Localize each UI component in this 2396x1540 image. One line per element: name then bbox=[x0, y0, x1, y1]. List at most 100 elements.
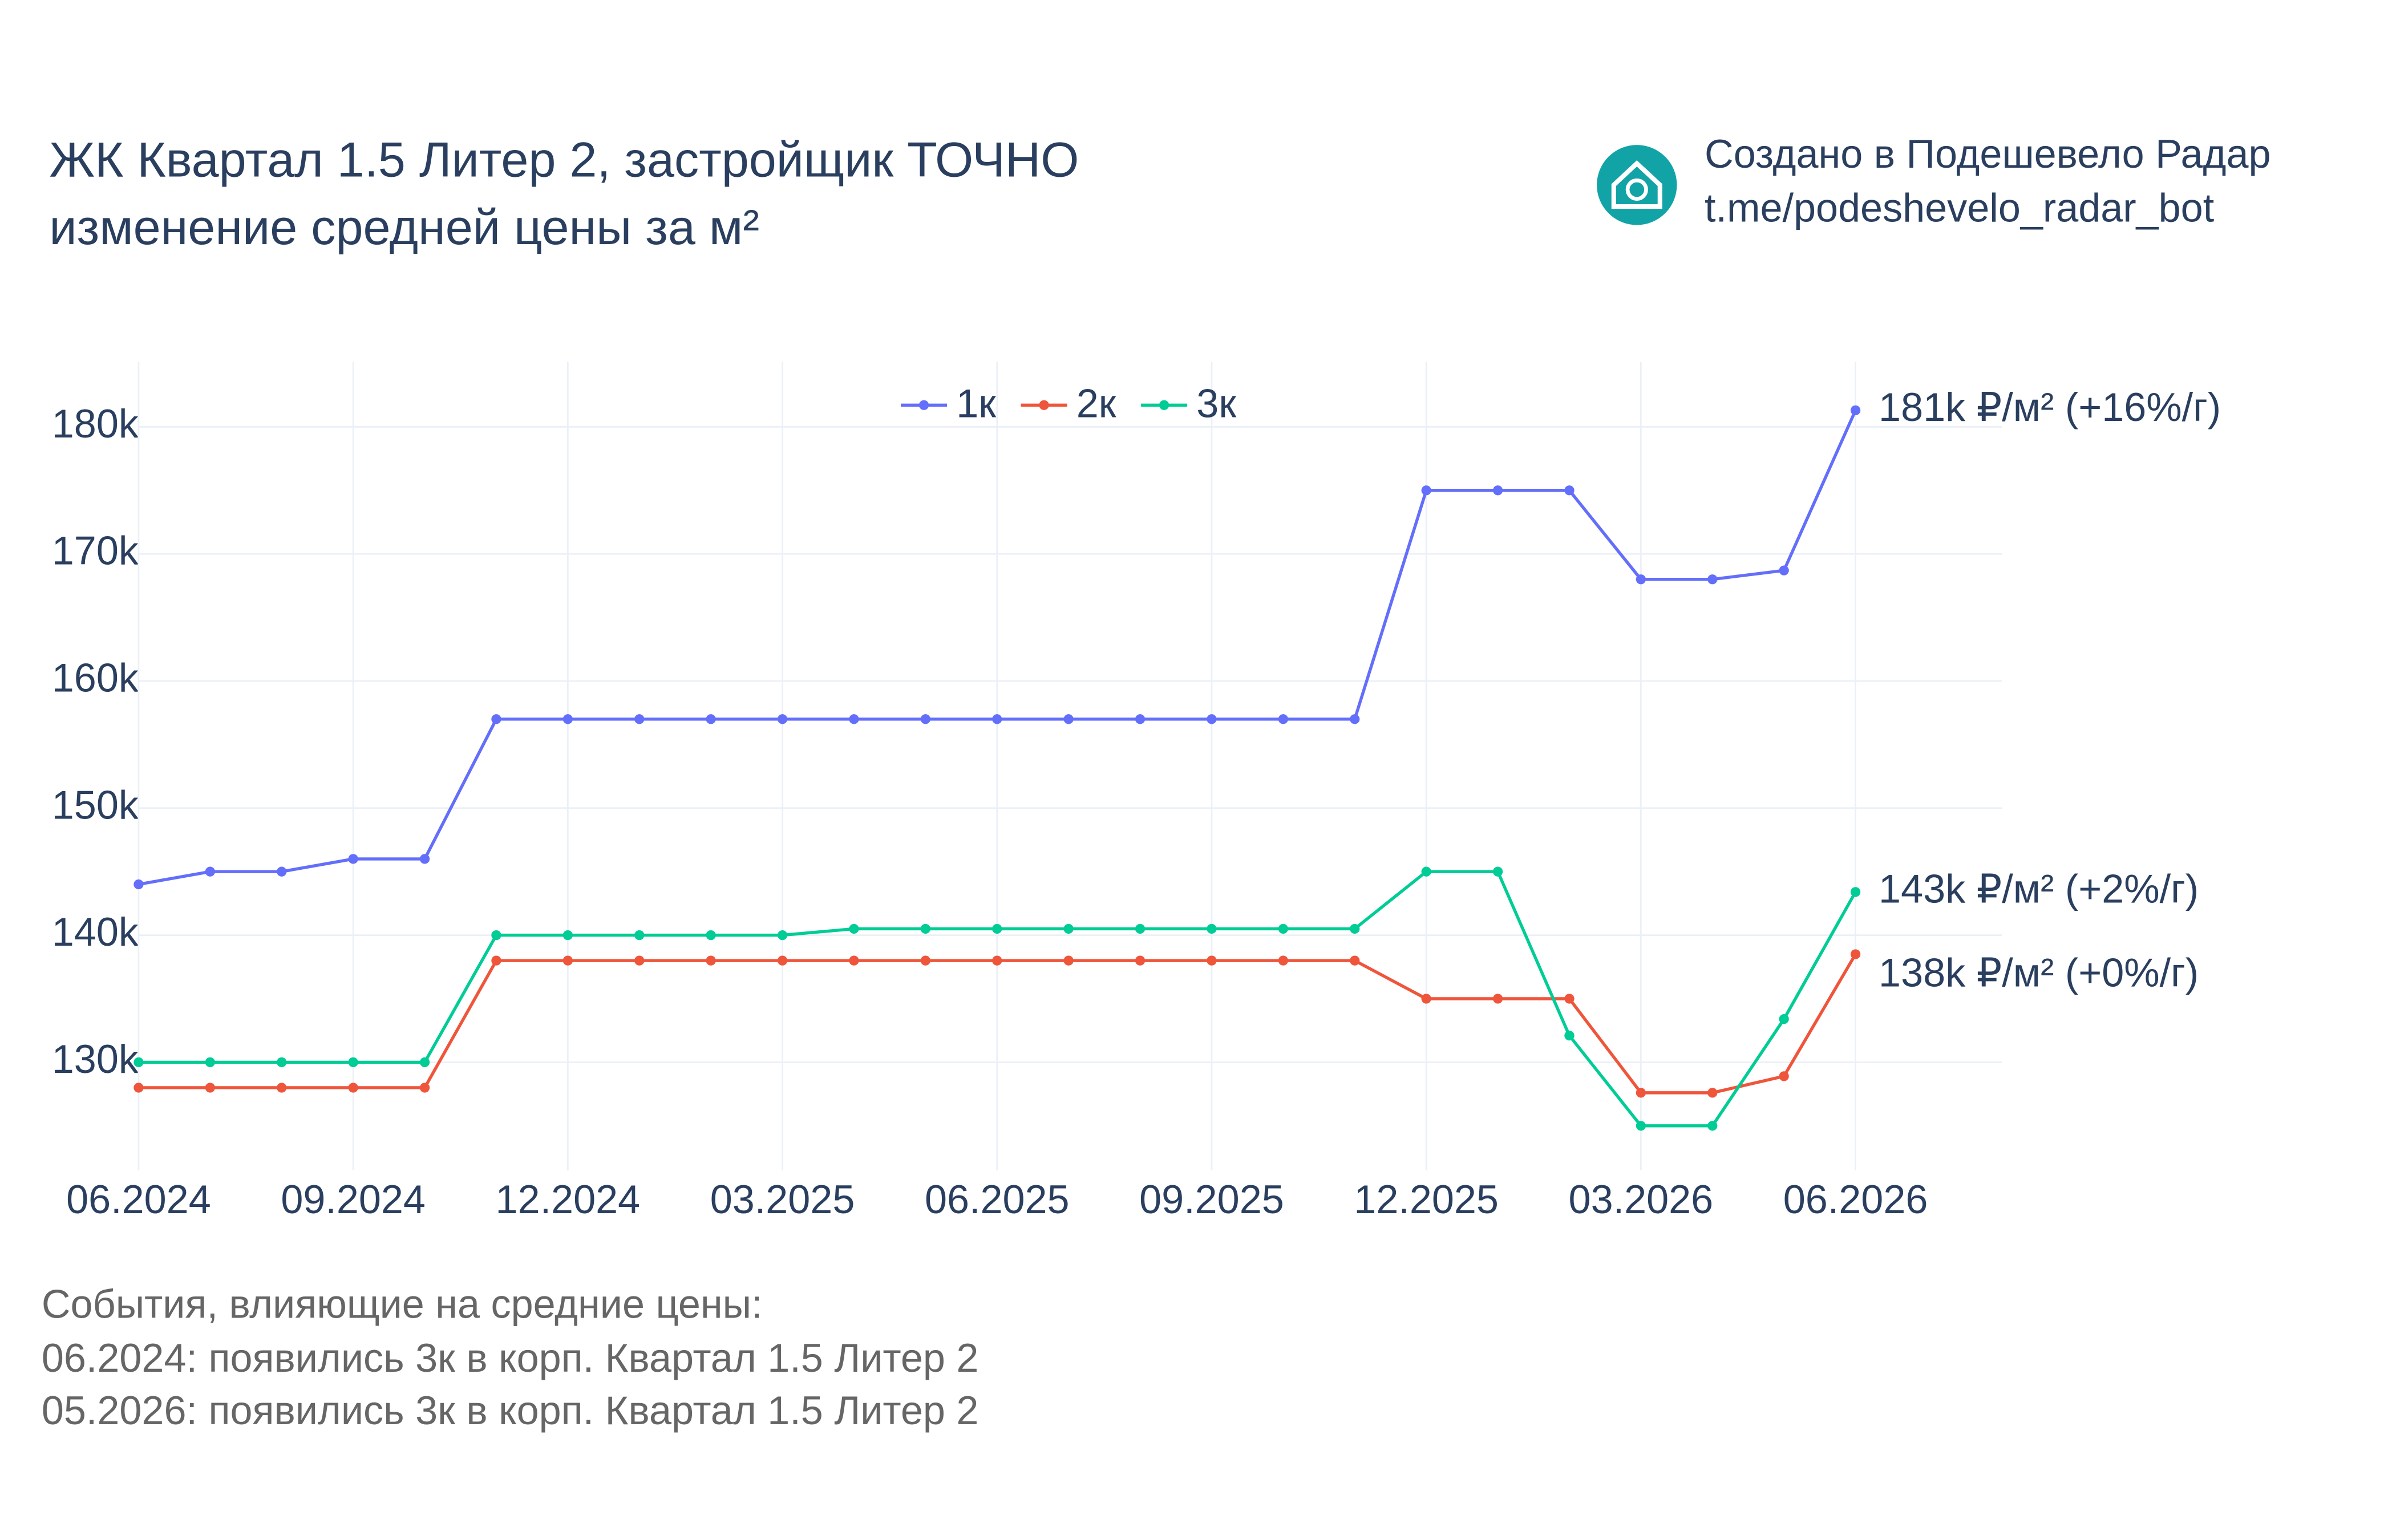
point bbox=[1421, 866, 1431, 877]
point bbox=[706, 714, 716, 724]
point bbox=[205, 1057, 215, 1068]
point bbox=[992, 714, 1002, 724]
point bbox=[1636, 1121, 1646, 1131]
chart-title: ЖК Квартал 1.5 Литер 2, застройщик ТОЧНО bbox=[49, 132, 1079, 187]
x-tick-label: 09.2024 bbox=[281, 1177, 426, 1222]
point bbox=[1063, 955, 1074, 966]
point bbox=[1492, 866, 1503, 877]
point bbox=[562, 930, 573, 941]
point bbox=[634, 930, 645, 941]
point bbox=[1564, 994, 1575, 1004]
point bbox=[1779, 1014, 1789, 1024]
point bbox=[205, 1083, 215, 1093]
point bbox=[419, 1083, 430, 1093]
point bbox=[133, 879, 144, 890]
y-tick-label: 170k bbox=[52, 528, 139, 573]
legend-label: 3к bbox=[1196, 381, 1237, 426]
point bbox=[777, 955, 788, 966]
point bbox=[1707, 1088, 1718, 1098]
point bbox=[1779, 1071, 1789, 1081]
point bbox=[1564, 485, 1575, 496]
point bbox=[634, 955, 645, 966]
point bbox=[849, 955, 859, 966]
point bbox=[133, 1057, 144, 1068]
point bbox=[992, 955, 1002, 966]
x-tick-label: 03.2025 bbox=[710, 1177, 855, 1222]
logo bbox=[1597, 145, 1677, 225]
point bbox=[491, 714, 501, 724]
point bbox=[849, 923, 859, 934]
y-tick-label: 130k bbox=[52, 1036, 139, 1081]
x-tick-label: 03.2026 bbox=[1569, 1177, 1714, 1222]
point bbox=[1779, 565, 1789, 576]
point bbox=[1707, 1121, 1718, 1131]
y-tick-label: 140k bbox=[52, 909, 139, 954]
legend-label: 2к bbox=[1076, 381, 1117, 426]
point bbox=[1707, 574, 1718, 585]
chart-subtitle: изменение средней цены за м² bbox=[49, 200, 759, 255]
legend-label: 1к bbox=[956, 381, 997, 426]
point bbox=[491, 930, 501, 941]
point bbox=[777, 930, 788, 941]
point bbox=[1207, 955, 1217, 966]
y-tick-label: 150k bbox=[52, 782, 139, 827]
point bbox=[1350, 955, 1360, 966]
point bbox=[419, 1057, 430, 1068]
point bbox=[348, 854, 358, 864]
legend-marker bbox=[1039, 400, 1049, 410]
point bbox=[1850, 949, 1861, 959]
point bbox=[491, 955, 501, 966]
point bbox=[1564, 1030, 1575, 1041]
point bbox=[133, 1083, 144, 1093]
legend-marker bbox=[918, 400, 929, 410]
point bbox=[1492, 485, 1503, 496]
point bbox=[1278, 955, 1288, 966]
point bbox=[1207, 714, 1217, 724]
point bbox=[706, 955, 716, 966]
legend-marker bbox=[1159, 400, 1169, 410]
point bbox=[992, 923, 1002, 934]
point bbox=[920, 714, 930, 724]
point bbox=[277, 1057, 287, 1068]
point bbox=[1350, 714, 1360, 724]
point bbox=[706, 930, 716, 941]
point bbox=[1421, 485, 1431, 496]
point bbox=[1278, 923, 1288, 934]
point bbox=[562, 714, 573, 724]
point bbox=[1636, 574, 1646, 585]
x-tick-label: 06.2025 bbox=[925, 1177, 1070, 1222]
point bbox=[1850, 887, 1861, 897]
point bbox=[1063, 714, 1074, 724]
point bbox=[920, 955, 930, 966]
x-tick-label: 12.2025 bbox=[1354, 1177, 1499, 1222]
x-tick-label: 12.2024 bbox=[496, 1177, 641, 1222]
end-label: 143k ₽/м² (+2%/г) bbox=[1879, 866, 2199, 911]
point bbox=[920, 923, 930, 934]
point bbox=[205, 866, 215, 877]
note: 06.2024: появились 3к в корп. Квартал 1.… bbox=[42, 1335, 979, 1380]
point bbox=[277, 866, 287, 877]
branding: Создано в Подешевело Радар bbox=[1705, 131, 2271, 176]
point bbox=[1135, 714, 1146, 724]
point bbox=[1063, 923, 1074, 934]
point bbox=[562, 955, 573, 966]
point bbox=[277, 1083, 287, 1093]
point bbox=[1492, 994, 1503, 1004]
y-tick-label: 180k bbox=[52, 401, 139, 446]
point bbox=[348, 1057, 358, 1068]
point bbox=[849, 714, 859, 724]
end-label: 181k ₽/м² (+16%/г) bbox=[1879, 384, 2221, 429]
point bbox=[1207, 923, 1217, 934]
branding: t.me/podeshevelo_radar_bot bbox=[1705, 185, 2214, 230]
point bbox=[1850, 405, 1861, 416]
point bbox=[634, 714, 645, 724]
point bbox=[1278, 714, 1288, 724]
point bbox=[1636, 1088, 1646, 1098]
note: 05.2026: появились 3к в корп. Квартал 1.… bbox=[42, 1388, 979, 1433]
point bbox=[1350, 923, 1360, 934]
end-label: 138k ₽/м² (+0%/г) bbox=[1879, 950, 2199, 995]
point bbox=[1135, 955, 1146, 966]
y-tick-label: 160k bbox=[52, 655, 139, 700]
x-tick-label: 09.2025 bbox=[1139, 1177, 1284, 1222]
